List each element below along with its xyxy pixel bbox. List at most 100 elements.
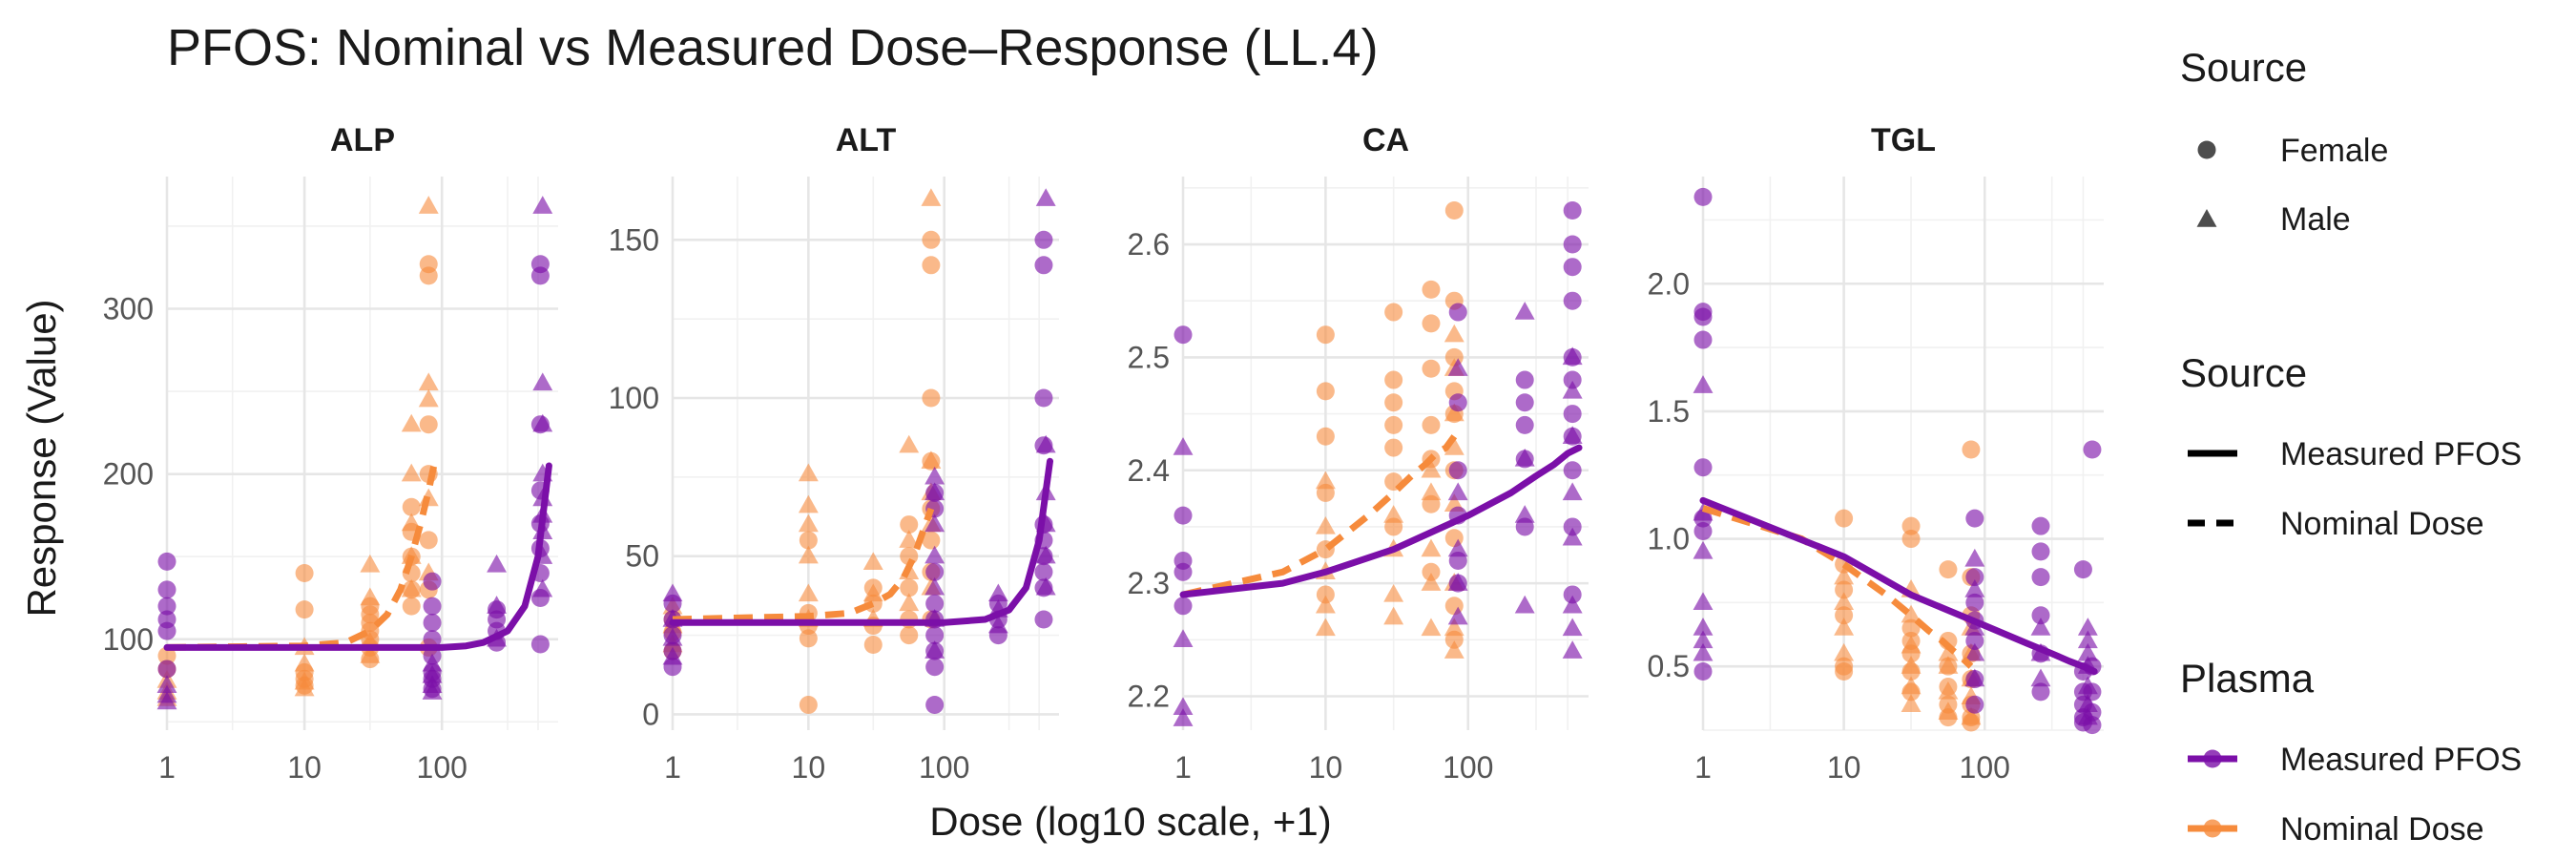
measured-female-point [1563, 201, 1582, 220]
measured-male-point [1964, 642, 1985, 661]
nominal-male-point [1961, 706, 1982, 725]
measured-female-point [1563, 405, 1582, 424]
measured-female-point [530, 635, 550, 654]
measured-female-point [423, 613, 442, 632]
measured-female-point [2031, 682, 2050, 702]
nominal-male-point [862, 552, 883, 571]
measured-female-point [1693, 187, 1713, 206]
nominal-female-point [799, 629, 818, 648]
measured-male-point [1173, 437, 1194, 455]
measured-male-point [662, 646, 683, 665]
nominal-male-point [360, 554, 381, 573]
measured-male-point [1693, 592, 1714, 611]
facet-title: CA [1362, 122, 1409, 158]
legend-label-measured-line: Measured PFOS [2280, 436, 2522, 472]
facet-title: ALT [836, 122, 897, 158]
measured-male-point [1173, 629, 1194, 648]
nominal-female-point [419, 415, 438, 434]
nominal-male-point [1834, 618, 1855, 636]
nominal-female-point [419, 531, 438, 550]
nominal-male-point [798, 463, 819, 482]
nominal-male-point [1938, 681, 1959, 700]
nominal-male-point [798, 494, 819, 513]
measured-male-point [1447, 606, 1468, 625]
nominal-male-point [1901, 676, 1922, 695]
measured-female-point [1448, 461, 1467, 480]
legend-key-male [2196, 209, 2217, 227]
facet-title: ALP [330, 122, 395, 158]
measured-male-point [924, 466, 945, 485]
nominal-male-point [1444, 324, 1465, 343]
nominal-male-point [401, 463, 422, 482]
measured-female-point [1693, 303, 1713, 322]
measured-female-point [1965, 631, 1984, 650]
nominal-male-point [1421, 459, 1442, 478]
nominal-male-point [1315, 515, 1336, 534]
measured-female-point [1965, 695, 1984, 714]
y-tick-label: 2.0 [1648, 266, 1690, 301]
nominal-female-point [295, 564, 314, 583]
nominal-fit-curve [1182, 434, 1458, 598]
x-tick-label: 10 [792, 750, 826, 785]
measured-male-point [1693, 540, 1714, 559]
x-tick-label: 100 [1443, 750, 1493, 785]
nominal-female-point [1384, 393, 1403, 412]
facet-tgl: TGL 0.5 1.0 1.5 2.0 1 10 100 [1648, 122, 2104, 785]
measured-male-point [2077, 618, 2098, 636]
measured-male-point [532, 372, 553, 391]
nominal-female-point [157, 646, 177, 665]
measured-male-point [1964, 578, 1985, 597]
measured-female-point [1693, 662, 1713, 681]
measured-male-point [1514, 595, 1535, 614]
measured-male-point [987, 615, 1008, 634]
measured-fit-curve [669, 457, 1053, 626]
nominal-female-point [1835, 580, 1854, 599]
nominal-male-point [921, 450, 942, 469]
nominal-male-point [1315, 471, 1336, 490]
measured-male-point [487, 596, 508, 614]
measured-male-point [532, 578, 553, 597]
facet-alt: ALT 0 50 100 150 1 10 100 [609, 122, 1059, 785]
measured-female-point [423, 630, 442, 649]
measured-male-point [1964, 668, 1985, 687]
measured-female-point [157, 552, 177, 571]
measured-female-point [1693, 522, 1713, 541]
nominal-male-point [1444, 618, 1465, 637]
nominal-female-point [799, 695, 818, 714]
nominal-male-point [1444, 437, 1465, 455]
measured-male-point [2030, 618, 2051, 636]
measured-female-point [1965, 509, 1984, 528]
measured-male-point [1514, 302, 1535, 320]
nominal-male-point [798, 513, 819, 533]
nominal-female-point [1939, 560, 1958, 579]
nominal-male-point [1421, 482, 1442, 501]
nominal-male-point [1834, 566, 1855, 585]
measured-male-point [662, 583, 683, 602]
nominal-male-point [1383, 583, 1404, 602]
legend-area: Source Female Male Source Measured PFOS Nomin… [2180, 45, 2522, 848]
measured-male-point [1035, 188, 1056, 206]
y-tick-label: 150 [609, 222, 659, 257]
nominal-female-point [1384, 370, 1403, 389]
measured-male-point [1562, 426, 1583, 444]
measured-male-point [1964, 548, 1985, 567]
y-tick-label: 0 [642, 697, 659, 731]
nominal-female-point [1835, 509, 1854, 528]
nominal-male-point [294, 671, 315, 690]
measured-male-point [1173, 708, 1194, 726]
measured-male-point [1447, 573, 1468, 591]
nominal-female-point [1422, 314, 1441, 333]
nominal-male-point [1938, 656, 1959, 674]
measured-male-point [1173, 697, 1194, 716]
measured-female-point [1563, 258, 1582, 277]
measured-female-point [1693, 330, 1713, 349]
measured-female-point [1515, 370, 1534, 389]
measured-male-point [1514, 505, 1535, 523]
nominal-female-point [1384, 415, 1403, 434]
measured-male-point [2077, 676, 2098, 695]
nominal-fit-curve [166, 456, 440, 651]
measured-female-point [2031, 606, 2050, 625]
measured-fit-curve [1179, 444, 1583, 598]
nominal-female-point [900, 626, 919, 645]
measured-fit-curve [163, 462, 552, 651]
